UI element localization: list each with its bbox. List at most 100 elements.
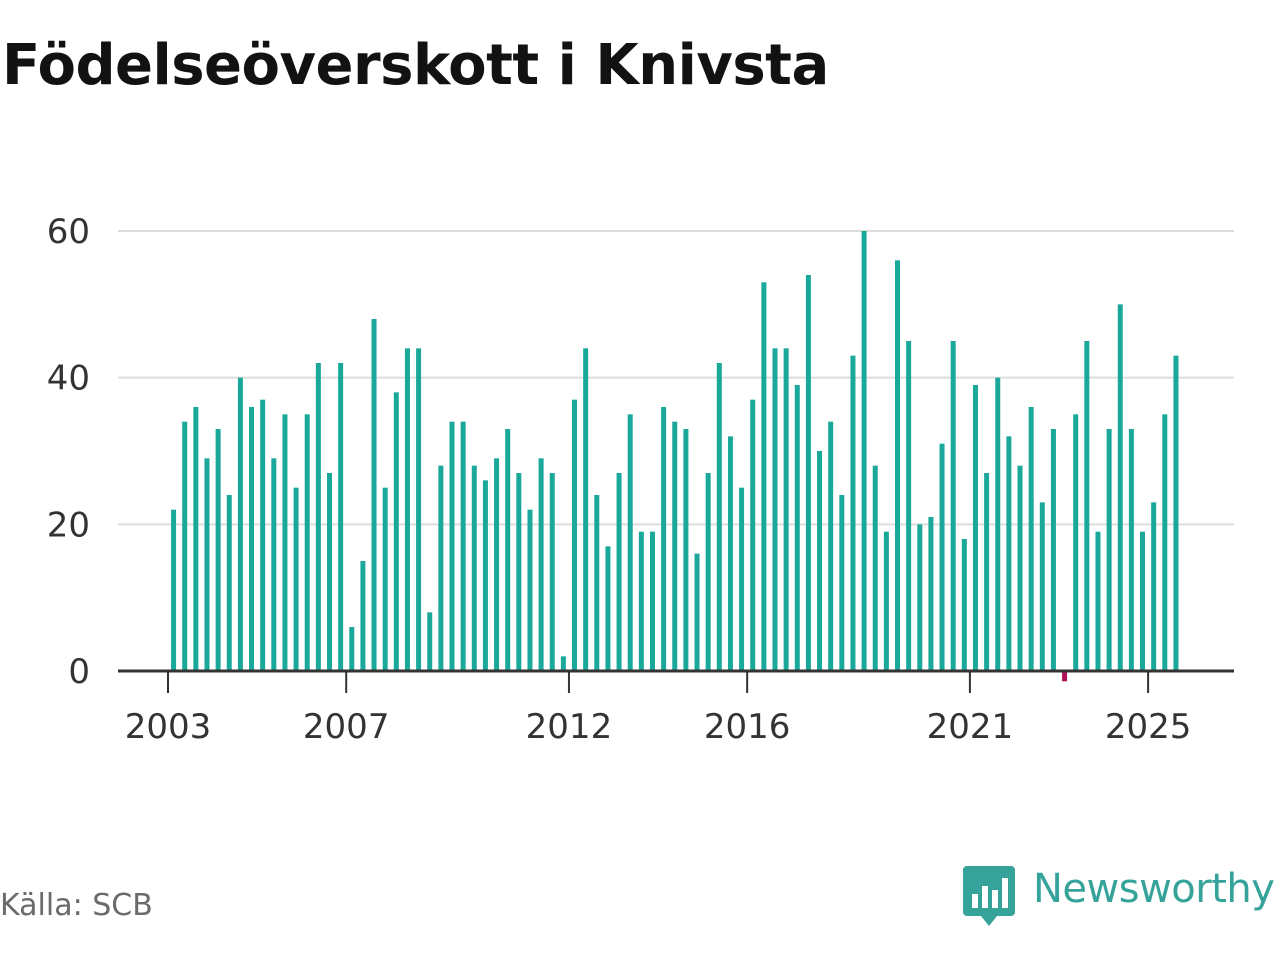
bar bbox=[839, 495, 845, 671]
bar bbox=[828, 421, 834, 671]
bar bbox=[315, 363, 321, 671]
bar bbox=[1095, 531, 1101, 671]
bar bbox=[583, 348, 589, 671]
bar bbox=[1039, 502, 1045, 671]
bar bbox=[427, 612, 433, 671]
bar bbox=[1173, 355, 1179, 671]
bar bbox=[527, 509, 533, 671]
bar bbox=[549, 473, 555, 671]
bar bbox=[627, 414, 633, 671]
bar bbox=[1050, 429, 1056, 671]
x-tick-label: 2003 bbox=[125, 707, 212, 747]
bar bbox=[304, 414, 310, 671]
bar bbox=[482, 480, 488, 671]
bar bbox=[917, 524, 923, 671]
bar bbox=[694, 553, 700, 671]
y-tick-label: 0 bbox=[68, 652, 90, 692]
bar bbox=[661, 407, 667, 671]
bar bbox=[560, 656, 566, 671]
bar bbox=[182, 421, 188, 671]
bar bbox=[683, 429, 689, 671]
bar bbox=[226, 495, 232, 671]
bar-chart: 0 20 40 60 2003 2007 2012 2016 2021 2025 bbox=[47, 212, 1234, 747]
bar bbox=[895, 260, 901, 671]
x-tick-label: 2012 bbox=[526, 707, 613, 747]
bar bbox=[494, 458, 500, 671]
source-label: Källa: SCB bbox=[0, 888, 153, 923]
bar bbox=[171, 509, 177, 671]
bar bbox=[349, 627, 355, 671]
bar bbox=[382, 487, 388, 671]
bar bbox=[727, 436, 733, 671]
bar bbox=[404, 348, 410, 671]
bar bbox=[1151, 502, 1157, 671]
bar bbox=[371, 319, 377, 671]
bar bbox=[1006, 436, 1012, 671]
y-tick-label: 40 bbox=[47, 359, 90, 399]
bar bbox=[906, 341, 912, 671]
bar bbox=[505, 429, 511, 671]
bar bbox=[750, 399, 756, 671]
bar bbox=[338, 363, 344, 671]
bar bbox=[572, 399, 578, 671]
bar bbox=[783, 348, 789, 671]
bar bbox=[538, 458, 544, 671]
bar bbox=[817, 451, 823, 671]
bar bbox=[1084, 341, 1090, 671]
x-tick-label: 2025 bbox=[1105, 707, 1192, 747]
bar bbox=[282, 414, 288, 671]
bar bbox=[449, 421, 455, 671]
bar bbox=[1140, 531, 1146, 671]
bar bbox=[861, 231, 867, 671]
chart-title: Födelseöverskott i Knivsta bbox=[2, 33, 829, 98]
bar bbox=[705, 473, 711, 671]
bar bbox=[883, 531, 889, 671]
x-tick-label: 2021 bbox=[927, 707, 1014, 747]
bar bbox=[939, 443, 945, 671]
bar bbox=[260, 399, 266, 671]
bar bbox=[1073, 414, 1079, 671]
bar bbox=[850, 355, 856, 671]
bar bbox=[438, 465, 444, 671]
y-tick-label: 60 bbox=[47, 212, 90, 252]
bar bbox=[204, 458, 210, 671]
bar bbox=[594, 495, 600, 671]
bar bbox=[872, 465, 878, 671]
bar bbox=[761, 282, 767, 671]
bar bbox=[237, 377, 243, 671]
bar bbox=[1162, 414, 1168, 671]
bar bbox=[805, 275, 811, 671]
bar bbox=[293, 487, 299, 671]
y-axis-labels: 0 20 40 60 bbox=[47, 212, 90, 692]
bar bbox=[1128, 429, 1134, 671]
bar bbox=[360, 561, 366, 671]
bar bbox=[1106, 429, 1112, 671]
x-axis: 2003 2007 2012 2016 2021 2025 bbox=[118, 669, 1234, 747]
bar bbox=[950, 341, 956, 671]
bar bbox=[794, 385, 800, 671]
bar bbox=[649, 531, 655, 671]
bar bbox=[1062, 672, 1068, 682]
bar bbox=[961, 539, 967, 671]
bar bbox=[193, 407, 199, 671]
bar bbox=[672, 421, 678, 671]
bar bbox=[471, 465, 477, 671]
bar bbox=[1017, 465, 1023, 671]
y-tick-label: 20 bbox=[47, 505, 90, 545]
bar bbox=[928, 517, 934, 671]
bars bbox=[171, 231, 1179, 682]
bar bbox=[1117, 304, 1123, 671]
newsworthy-logo-icon bbox=[963, 866, 1015, 926]
bar bbox=[605, 546, 611, 671]
bar bbox=[516, 473, 522, 671]
bar bbox=[416, 348, 422, 671]
bar bbox=[215, 429, 221, 671]
x-tick-label: 2007 bbox=[303, 707, 390, 747]
bar bbox=[972, 385, 978, 671]
bar bbox=[995, 377, 1001, 671]
bar bbox=[739, 487, 745, 671]
bar bbox=[716, 363, 722, 671]
bar bbox=[1028, 407, 1034, 671]
brand-name: Newsworthy bbox=[1033, 866, 1275, 912]
bar bbox=[271, 458, 277, 671]
